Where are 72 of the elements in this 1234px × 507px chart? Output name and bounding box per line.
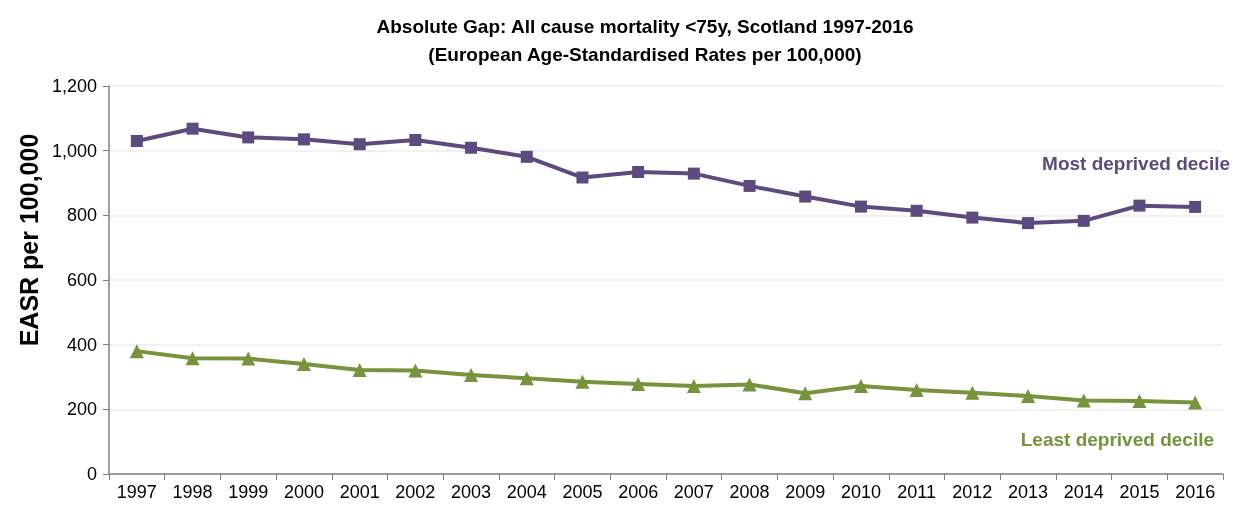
point [185,351,200,366]
point [966,211,979,224]
point [1189,200,1202,213]
point [1133,199,1146,212]
x-tick-label: 2012 [952,482,993,502]
point [130,134,143,147]
point [409,134,422,146]
chart-subtitle: (European Age-Standardised Rates per 100,000) [428,44,862,65]
point [576,171,589,184]
series-label: Least deprived decile [1020,429,1214,450]
x-tick-label: 2011 [897,482,937,502]
x-tick-label: 2000 [283,482,324,502]
y-tick-label: 1,000 [51,140,97,161]
x-tick-label: 1998 [172,482,213,502]
point [686,379,701,394]
point [743,179,756,192]
y-tick-label: 1,200 [51,76,97,96]
x-tick-label: 2009 [785,482,826,502]
y-tick-label: 400 [66,334,97,355]
point [853,379,868,394]
point [297,133,310,146]
point [575,374,590,389]
point [799,190,812,203]
point [1132,393,1147,408]
point [631,377,646,392]
x-tick-label: 1999 [228,482,269,502]
point [798,386,813,401]
y-axis-title: EASR per 100,000 [14,133,43,347]
x-tick-label: 2015 [1119,482,1160,502]
x-tick-label: 2005 [562,482,603,502]
point [687,167,700,180]
point [129,344,144,359]
point [632,166,645,179]
x-tick-label: 2003 [451,482,492,502]
x-tick-label: 2014 [1063,482,1104,502]
x-tick-label: 2001 [339,482,380,502]
x-tick-label: 1997 [116,482,157,502]
y-tick-label: 600 [66,270,97,290]
point [742,377,757,392]
point [242,131,255,144]
x-tick-label: 2010 [840,482,881,502]
x-tick-label: 2002 [395,482,436,502]
point [464,368,479,383]
x-tick-label: 2016 [1175,482,1216,502]
chart-title: Absolute Gap: All cause mortality <75y, Scotland 1997-2016 [376,16,914,37]
point [965,385,980,400]
point [465,141,478,154]
point [1022,217,1035,230]
point [854,200,867,213]
point [519,371,534,386]
point [1188,395,1203,410]
point [186,122,199,135]
point [241,351,256,366]
x-tick-label: 2013 [1008,482,1049,502]
point [520,150,533,163]
series-label: Most deprived decile [1042,153,1231,174]
point [408,363,423,378]
x-tick-label: 2007 [673,482,714,502]
x-tick-label: 2004 [506,482,547,502]
point [353,138,366,151]
y-tick-label: 200 [66,399,97,420]
y-tick-label: 0 [86,464,97,484]
y-tick-label: 800 [66,205,97,226]
x-tick-label: 2006 [618,482,659,502]
point [1077,214,1090,227]
x-tick-label: 2008 [729,482,770,502]
point [296,357,311,372]
point [1021,389,1036,404]
point [1076,393,1091,408]
point [909,382,924,397]
point [910,204,923,217]
point [352,362,367,377]
